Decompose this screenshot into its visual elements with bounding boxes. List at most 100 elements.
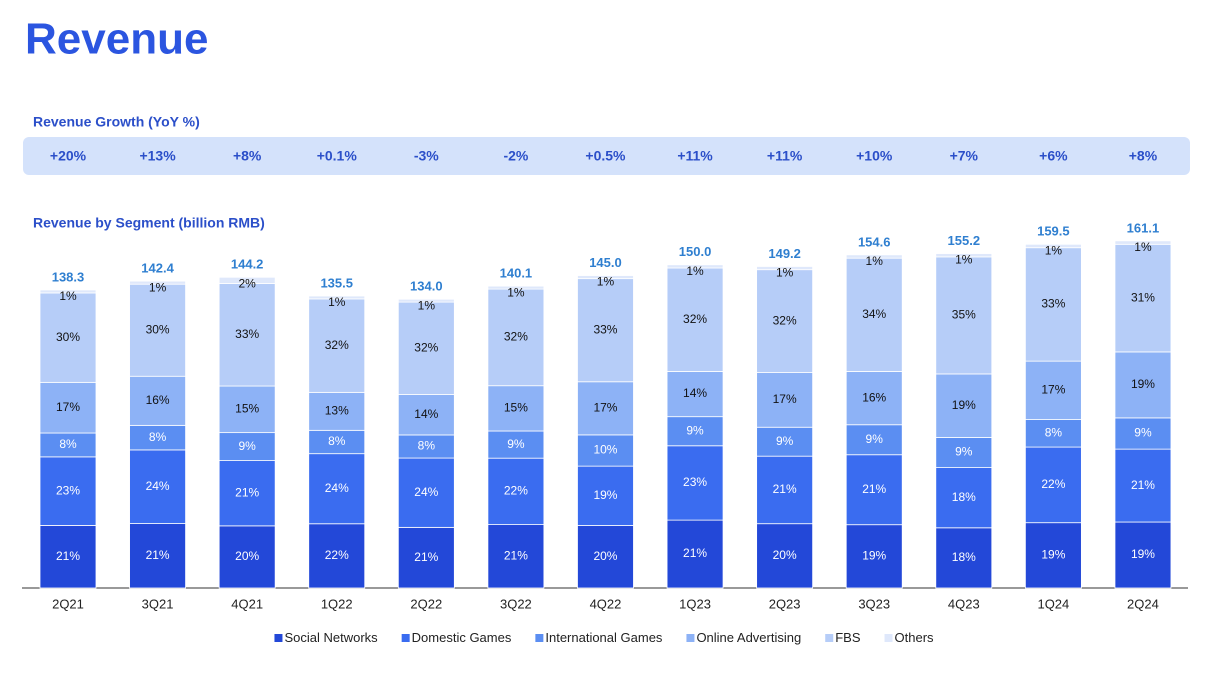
segment-label: 19%: [593, 488, 617, 502]
bar-segment: [397, 298, 455, 303]
bar-segment: [666, 371, 724, 418]
segment-label: 8%: [418, 439, 436, 453]
total-label: 134.0: [410, 279, 443, 294]
growth-label: +8%: [233, 148, 262, 164]
segment-label: 1%: [597, 275, 615, 289]
bar-segment: [577, 275, 634, 280]
legend-label: Others: [895, 630, 935, 645]
total-label: 144.2: [231, 257, 264, 272]
bar-segment: [1024, 446, 1082, 524]
bar-segment: [666, 264, 724, 269]
segment-label: 16%: [862, 390, 886, 404]
bar-segment: [397, 526, 455, 589]
segment-label: 32%: [504, 330, 528, 344]
growth-label: +13%: [139, 148, 176, 164]
segment-label: 1%: [59, 289, 77, 303]
bar-segment: [845, 254, 903, 259]
bar-segment: [129, 283, 186, 377]
segment-label: 19%: [1131, 547, 1155, 561]
legend-label: Online Advertising: [696, 630, 801, 645]
bar-segment: [39, 289, 97, 294]
x-tick-label: 4Q23: [948, 596, 980, 611]
x-tick-label: 3Q23: [858, 596, 890, 611]
bar-segment: [487, 288, 545, 387]
bar-segment: [756, 266, 814, 271]
bar-segment: [308, 523, 366, 589]
bar-segment: [845, 424, 903, 456]
total-label: 140.1: [500, 266, 533, 281]
segment-label: 21%: [773, 482, 797, 496]
total-label: 149.2: [768, 246, 801, 261]
bar-segment: [756, 372, 814, 428]
segment-label: 19%: [952, 398, 976, 412]
bar-segment: [577, 465, 634, 526]
bar-segment: [1024, 522, 1082, 589]
segment-label: 19%: [862, 549, 886, 563]
segment-label: 24%: [146, 479, 170, 493]
bar-segment: [1024, 243, 1082, 249]
segment-label: 1%: [149, 280, 167, 294]
segment-label: 1%: [1045, 243, 1063, 257]
bar-segment: [845, 524, 903, 589]
growth-label: +7%: [950, 148, 979, 164]
segment-label: 20%: [235, 549, 259, 563]
bar-segment: [935, 437, 993, 468]
bar-segment: [756, 523, 814, 589]
segment-label: 13%: [325, 404, 349, 418]
segment-label: 22%: [504, 484, 528, 498]
page-title: Revenue: [25, 15, 208, 64]
segment-label: 21%: [683, 546, 707, 560]
segment-label: 32%: [414, 340, 438, 354]
bar-segment: [129, 523, 186, 589]
growth-label: +0.5%: [585, 148, 626, 164]
segment-label: 19%: [1131, 377, 1155, 391]
segment-label: 21%: [235, 485, 259, 499]
segment-label: 24%: [414, 485, 438, 499]
segment-label: 24%: [325, 481, 349, 495]
legend-swatch: [401, 634, 410, 642]
segment-label: 1%: [955, 253, 973, 267]
bar-segment: [845, 257, 903, 372]
segment-label: 9%: [955, 445, 973, 459]
segment-label: 9%: [776, 434, 794, 448]
segment-label: 21%: [504, 548, 528, 562]
total-label: 154.6: [858, 234, 891, 249]
bar-segment: [397, 457, 455, 528]
bar-segment: [666, 416, 724, 447]
total-label: 159.5: [1037, 224, 1070, 239]
x-tick-label: 2Q22: [410, 596, 442, 611]
segment-label: 1%: [328, 295, 346, 309]
bar-segment: [756, 455, 814, 525]
bar-segment: [487, 385, 545, 432]
growth-label: -2%: [503, 148, 528, 164]
segment-label: 1%: [418, 298, 436, 312]
growth-label: +20%: [50, 148, 87, 164]
growth-title: Revenue Growth (YoY %): [33, 114, 200, 130]
total-label: 161.1: [1127, 220, 1160, 235]
x-tick-label: 1Q23: [679, 596, 711, 611]
segment-label: 17%: [593, 400, 617, 414]
segment-label: 15%: [504, 401, 528, 415]
total-label: 135.5: [320, 275, 353, 290]
bar-segment: [487, 430, 545, 459]
growth-label: +6%: [1039, 148, 1068, 164]
segment-label: 17%: [1041, 383, 1065, 397]
segment-label: 8%: [1045, 425, 1063, 439]
segment-label: 1%: [1134, 240, 1152, 254]
bar-segment: [218, 276, 276, 284]
segment-label: 32%: [325, 338, 349, 352]
legend-label: FBS: [835, 630, 861, 645]
segment-label: 1%: [686, 264, 704, 278]
segment-label: 17%: [56, 400, 80, 414]
bar-segment: [666, 267, 724, 372]
segment-label: 35%: [952, 308, 976, 322]
total-label: 155.2: [948, 233, 981, 248]
segment-label: 33%: [235, 327, 259, 341]
segment-label: 14%: [683, 386, 707, 400]
bar-segment: [218, 283, 276, 387]
segment-label: 32%: [773, 313, 797, 327]
segment-label: 32%: [683, 312, 707, 326]
total-label: 145.0: [589, 255, 622, 270]
bar-segment: [129, 280, 186, 285]
bar-segment: [487, 285, 545, 290]
